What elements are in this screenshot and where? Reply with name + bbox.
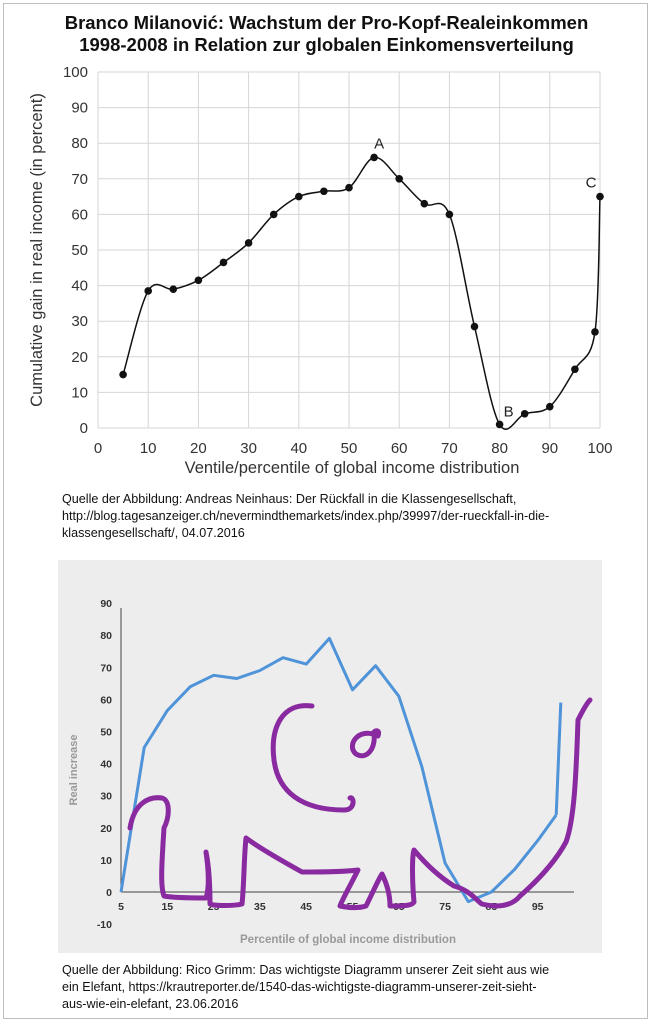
y-tick-60: 60: [71, 206, 88, 223]
annotation-A: A: [374, 135, 384, 152]
y-tick-90: 90: [71, 100, 88, 117]
data-point-15: [169, 285, 178, 293]
data-point-70: [445, 210, 454, 219]
data-point-20: [194, 276, 203, 285]
annotation-B: B: [504, 403, 514, 420]
data-point-40: [295, 192, 303, 201]
x-tick-20: 20: [190, 440, 207, 457]
data-point-85: [520, 409, 529, 418]
chart1-grid: [97, 71, 601, 429]
y-tick-20: 20: [71, 349, 88, 366]
data-point-5: [119, 370, 127, 379]
annotation-C: C: [586, 175, 597, 192]
elephant-trunk-stroke: [127, 697, 593, 910]
chart2-x-tick-95: 95: [532, 901, 544, 913]
data-point-45: [320, 187, 328, 196]
data-point-55: [370, 153, 378, 162]
chart1-x-axis-label: Ventile/percentile of global income dist…: [185, 459, 520, 477]
y-tick-70: 70: [71, 171, 88, 188]
chart2-y-tick-50: 50: [100, 727, 112, 739]
data-point-90: [546, 402, 554, 411]
caption-1: Quelle der Abbildung: Andreas Neinhaus: …: [62, 491, 549, 542]
chart1-series-line: [122, 156, 601, 431]
chart2-y-tick-0: 0: [106, 887, 112, 899]
caption-2: Quelle der Abbildung: Rico Grimm: Das wi…: [62, 962, 549, 1013]
caption-2-line-1: Quelle der Abbildung: Rico Grimm: Das wi…: [62, 963, 550, 977]
data-point-99: [591, 328, 599, 336]
x-tick-50: 50: [341, 440, 358, 457]
x-tick-10: 10: [140, 440, 157, 457]
caption-1-line-1: Quelle der Abbildung: Andreas Neinhaus: …: [62, 492, 517, 506]
y-tick-30: 30: [71, 313, 88, 330]
elephant-head-stroke: [270, 703, 356, 813]
x-tick-60: 60: [391, 440, 408, 457]
chart2-series-line-tail: [554, 702, 563, 816]
data-point-95: [571, 365, 579, 374]
chart2-y-tick-60: 60: [100, 694, 112, 706]
chart2-y-tick-70: 70: [100, 662, 112, 674]
chart2-x-tick-45: 45: [300, 901, 312, 913]
chart2-y-tick-30: 30: [100, 791, 112, 803]
caption-1-line-2: http://blog.tagesanzeiger.ch/nevermindth…: [62, 509, 550, 523]
caption-2-line-2: ein Elefant, https://krautreporter.de/15…: [62, 980, 537, 994]
data-point-80: [495, 420, 504, 429]
chart2-x-axis-label: Percentile of global income distribution: [240, 934, 456, 946]
x-tick-90: 90: [541, 440, 558, 457]
elephant-eye-stroke: [349, 728, 381, 759]
chart2-x-tick-75: 75: [439, 901, 451, 913]
data-point-25: [219, 258, 228, 267]
caption-1-line-3: klassengesellschaft/, 04.07.2016: [62, 526, 245, 540]
chart2-y-tick-80: 80: [100, 630, 112, 642]
y-tick-50: 50: [71, 242, 88, 259]
chart1-y-axis-label: Cumulative gain in real income (in perce…: [28, 93, 46, 407]
data-point-30: [244, 239, 253, 247]
title-line-1: Branco Milanović: Wachstum der Pro-Kopf-…: [64, 12, 589, 33]
x-tick-70: 70: [441, 440, 458, 457]
data-point-75: [470, 322, 479, 331]
data-point-35: [269, 210, 278, 219]
chart2-x-tick-35: 35: [254, 901, 266, 913]
elephant-chart-panel: -10 0 10 20 30 40 50 60 70 80 90 5 15 25 35 45 55 65 75 85 9…: [58, 560, 602, 953]
x-tick-80: 80: [491, 440, 508, 457]
y-tick-0: 0: [80, 420, 88, 437]
x-tick-30: 30: [240, 440, 257, 457]
chart1-tick-labels: 0 10 20 30 40 50 60 70 80 90 100 0 10 20 30 40 50 60 70 80 9…: [63, 64, 613, 457]
y-tick-40: 40: [71, 278, 88, 295]
data-point-50: [345, 183, 353, 192]
chart1-points: [119, 153, 604, 429]
data-point-10: [144, 287, 152, 295]
x-tick-0: 0: [94, 440, 102, 457]
y-tick-100: 100: [63, 64, 88, 81]
chart2-axes: [120, 608, 574, 893]
data-point-60: [395, 175, 404, 183]
y-tick-10: 10: [71, 384, 88, 401]
chart2-series-line: [119, 636, 558, 904]
elephant-drawing: [127, 697, 593, 910]
chart2-y-axis-label: Real increase: [68, 735, 80, 806]
milanovic-chart: 0 10 20 30 40 50 60 70 80 90 100 0 10 20 30 40 50 60 70 80 9…: [28, 64, 613, 477]
chart2-y-tick-90: 90: [100, 598, 112, 610]
x-tick-100: 100: [587, 440, 612, 457]
data-point-100: [596, 192, 604, 201]
chart2-y-tick-20: 20: [100, 823, 112, 835]
chart2-y-tick--10: -10: [97, 919, 112, 931]
figure-title: Branco Milanović: Wachstum der Pro-Kopf-…: [0, 12, 653, 56]
y-tick-80: 80: [71, 135, 88, 152]
chart2-y-tick-40: 40: [100, 759, 112, 771]
x-tick-40: 40: [290, 440, 307, 457]
chart2-x-tick-15: 15: [161, 901, 173, 913]
data-point-65: [420, 199, 429, 208]
chart2-y-tick-10: 10: [100, 855, 112, 867]
caption-2-line-3: aus-wie-ein-elefant, 23.06.2016: [62, 997, 239, 1011]
title-line-2: 1998-2008 in Relation zur globalen Einko…: [79, 34, 574, 55]
chart2-x-tick-5: 5: [118, 901, 124, 913]
chart1-annotations: A B C: [374, 135, 596, 420]
figure-frame: [3, 3, 648, 1019]
